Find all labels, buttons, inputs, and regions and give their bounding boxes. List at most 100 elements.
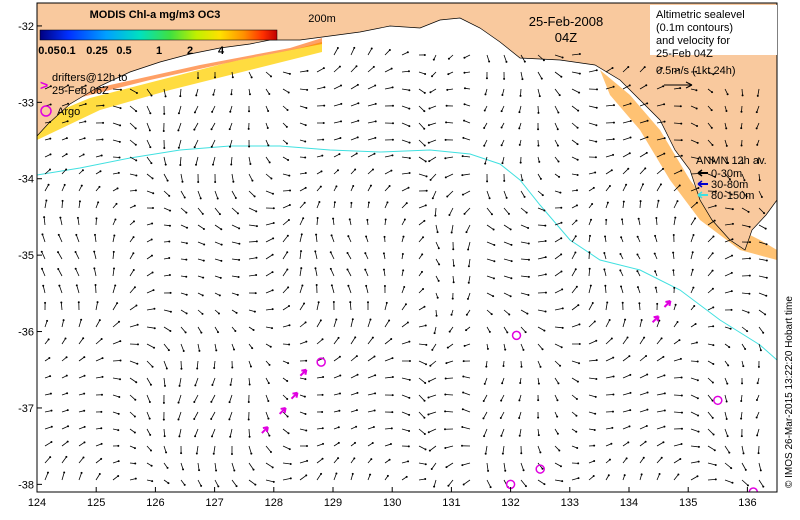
velocity-arrow [78,121,86,124]
velocity-arrow [503,275,512,279]
velocity-arrow [571,105,579,111]
velocity-arrow-head [390,169,393,172]
velocity-arrow [486,54,490,62]
velocity-arrow-head [62,319,65,322]
velocity-arrow-head [518,111,521,114]
velocity-arrow [112,268,115,277]
velocity-arrow [61,456,67,464]
x-tick-label: 134 [620,497,638,509]
velocity-arrow [333,85,342,90]
velocity-arrow-head [500,399,503,402]
velocity-arrow-head [595,339,598,342]
velocity-arrow [503,207,510,215]
velocity-arrow-head [193,418,196,421]
velocity-arrow-head [100,393,103,396]
velocity-arrow-head [148,129,151,132]
velocity-arrow [520,54,526,62]
velocity-arrow [299,234,303,243]
velocity-arrow-head [289,477,292,480]
velocity-arrow-head [211,384,214,387]
velocity-arrow-head [746,330,749,333]
velocity-arrow [211,122,216,130]
velocity-arrow [347,269,352,277]
velocity-arrow [484,377,488,385]
velocity-arrow-head [119,378,122,381]
velocity-arrow-head [134,398,137,401]
velocity-arrow [758,173,761,181]
velocity-arrow-head [115,202,118,205]
velocity-arrow-head [636,235,639,238]
velocity-arrow-head [678,184,681,187]
velocity-arrow-head [408,413,411,416]
velocity-arrow [554,222,562,226]
velocity-arrow-head [93,250,96,253]
velocity-arrow-head [755,111,758,114]
velocity-arrow [384,338,392,345]
velocity-arrow-head [674,303,677,306]
velocity-arrow [211,139,216,147]
velocity-arrow [554,54,563,58]
velocity-arrow [316,86,325,90]
velocity-arrow [452,275,455,283]
velocity-arrow [195,88,199,96]
velocity-arrow-head [711,91,714,94]
velocity-arrow [503,326,508,333]
velocity-arrow [146,173,153,179]
velocity-arrow [197,258,204,262]
velocity-arrow-head [135,381,138,384]
velocity-arrow [383,269,386,277]
velocity-arrow [605,427,613,430]
velocity-arrow [605,86,614,90]
velocity-arrow-head [367,201,370,204]
velocity-arrow-head [163,146,166,149]
velocity-arrow [741,190,748,197]
velocity-arrow [197,462,200,471]
velocity-arrow-head [560,346,563,349]
coastline [37,17,777,251]
velocity-arrow-head [433,332,436,335]
velocity-arrow-head [271,271,274,274]
velocity-arrow-head [755,416,758,419]
velocity-arrow-head [741,382,744,385]
velocity-arrow-head [390,427,393,430]
velocity-arrow-head [646,102,649,105]
velocity-arrow [430,173,437,181]
velocity-arrow-head [321,427,324,430]
velocity-arrow-head [164,163,167,166]
velocity-arrow [231,173,234,182]
velocity-arrow [756,411,760,418]
velocity-arrow-head [643,66,646,69]
velocity-arrow-head [730,467,733,470]
velocity-arrow [214,258,222,262]
velocity-arrow-head [578,72,581,75]
velocity-arrow-head [247,127,250,130]
velocity-arrow [468,258,471,267]
velocity-arrow-head [74,250,77,253]
velocity-arrow-head [541,467,544,470]
velocity-arrow-head [289,189,292,192]
velocity-arrow-head [162,418,165,421]
velocity-arrow [333,319,337,328]
velocity-arrow-head [193,111,196,114]
velocity-arrow [265,88,270,95]
velocity-arrow-head [612,85,615,88]
velocity-arrow-head [558,94,561,97]
velocity-arrow [248,257,257,260]
velocity-arrow-head [423,127,426,130]
velocity-arrow-head [444,393,447,396]
velocity-arrow-head [335,318,338,321]
velocity-arrow [299,122,306,126]
velocity-arrow [401,187,409,192]
velocity-arrow-head [117,474,120,477]
velocity-arrow-head [461,464,464,467]
velocity-arrow-head [645,151,648,154]
velocity-arrow [112,475,119,481]
velocity-arrow [180,173,183,182]
velocity-arrow-head [423,399,426,402]
velocity-arrow [484,156,488,164]
velocity-arrow-head [347,235,350,238]
velocity-arrow-head [248,383,251,386]
velocity-arrow [248,309,255,312]
velocity-arrow-head [151,222,154,225]
